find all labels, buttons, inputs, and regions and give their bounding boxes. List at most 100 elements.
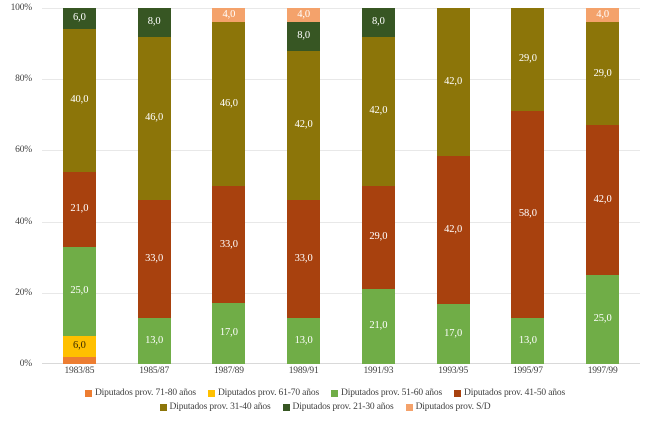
- legend-swatch-icon: [331, 389, 338, 397]
- bar-value-label: 4,0: [222, 8, 236, 20]
- bar-segment[interactable]: 8,0: [137, 8, 171, 37]
- bar-segment[interactable]: 33,0: [137, 200, 171, 318]
- y-axis-tick-label: 20%: [15, 287, 32, 298]
- bar-segment[interactable]: 58,0: [511, 111, 545, 318]
- bar-segment[interactable]: 40,0: [62, 29, 96, 172]
- bar-segment[interactable]: 46,0: [212, 22, 246, 187]
- bar-value-label: 29,0: [593, 67, 612, 79]
- y-axis-tick-label: 0%: [19, 359, 32, 369]
- bar-stack: 2,0 6,0 25,0 21,0 40,0 6,0: [62, 8, 96, 364]
- bar-value-label: 6,0: [72, 12, 86, 24]
- bar-column[interactable]: 17,0 42,0 42,0: [416, 7, 491, 364]
- legend-swatch-icon: [405, 403, 413, 411]
- bar-stack: 21,0 29,0 42,0 8,0: [361, 8, 395, 364]
- bar-value-label: 58,0: [518, 208, 537, 220]
- bar-segment[interactable]: 2,0: [62, 356, 96, 364]
- bar-segment[interactable]: 25,0: [62, 246, 96, 336]
- bar-value-label: 29,0: [518, 53, 537, 65]
- bar-segment[interactable]: 17,0: [436, 304, 470, 364]
- bar-value-label: 42,0: [593, 193, 612, 205]
- bar-segment[interactable]: 6,0: [62, 8, 96, 30]
- bar-segment[interactable]: 29,0: [586, 22, 620, 126]
- bar-segment[interactable]: 17,0: [212, 303, 246, 364]
- legend-item[interactable]: Diputados prov. 71-80 años: [84, 388, 196, 398]
- bar-value-label: 33,0: [145, 252, 164, 264]
- bar-value-label: 13,0: [145, 334, 164, 346]
- bar-segment[interactable]: 8,0: [361, 8, 395, 37]
- x-axis-tick-label: 1989/91: [288, 366, 319, 376]
- bar-value-label: 40,0: [70, 94, 89, 106]
- bar-value-label: 29,0: [369, 231, 388, 243]
- bar-segment[interactable]: 25,0: [586, 275, 620, 364]
- bar-segment[interactable]: 42,0: [586, 125, 620, 275]
- gridline: [42, 221, 640, 223]
- x-axis-tick-label: 1993/95: [438, 366, 468, 376]
- bar-segment[interactable]: 8,0: [287, 22, 321, 51]
- bar-segment[interactable]: 42,0: [287, 50, 321, 201]
- bar-segment[interactable]: 13,0: [287, 317, 321, 364]
- legend-swatch-icon: [207, 389, 215, 397]
- bar-value-label: 21,0: [369, 320, 388, 332]
- legend-label: Diputados prov. 41-50 años: [464, 388, 566, 398]
- bar-stack: 17,0 33,0 46,0 4,0: [212, 8, 246, 364]
- legend-item[interactable]: Diputados prov. S/D: [405, 402, 491, 412]
- bar-column[interactable]: 2,0 6,0 25,0 21,0 40,0 6,0: [42, 8, 117, 364]
- bar-segment[interactable]: 29,0: [511, 8, 545, 112]
- legend-item[interactable]: Diputados prov. 41-50 años: [454, 388, 565, 398]
- legend-swatch-icon: [454, 389, 462, 397]
- bar-value-label: 42,0: [444, 75, 463, 87]
- legend-item[interactable]: Diputados prov. 61-70 años: [207, 388, 319, 398]
- bar-segment[interactable]: 13,0: [137, 317, 171, 364]
- bar-value-label: 17,0: [444, 327, 463, 339]
- bar-segment[interactable]: 46,0: [137, 36, 171, 201]
- bar-value-label: 8,0: [371, 16, 385, 28]
- bar-column[interactable]: 25,0 42,0 29,0 4,0: [565, 8, 640, 364]
- bar-value-label: 17,0: [219, 327, 238, 339]
- bar-segment[interactable]: 29,0: [361, 186, 395, 290]
- bar-segment[interactable]: 42,0: [436, 7, 470, 157]
- bar-stack: 25,0 42,0 29,0 4,0: [586, 8, 620, 364]
- legend-item[interactable]: Diputados prov. 21-30 años: [282, 402, 394, 412]
- bar-stack: 13,0 33,0 46,0 8,0: [137, 8, 171, 364]
- bar-segment[interactable]: 42,0: [436, 156, 470, 305]
- bar-value-label: 46,0: [219, 97, 238, 109]
- bar-column[interactable]: 13,0 33,0 42,0 8,0 4,0: [266, 8, 341, 364]
- bar-column[interactable]: 13,0 58,0 29,0: [491, 8, 566, 364]
- x-axis-tick-label: 1991/93: [363, 366, 394, 376]
- gridline: [42, 8, 640, 9]
- bar-segment[interactable]: 4,0: [586, 8, 620, 23]
- legend-label: Diputados prov. S/D: [415, 402, 491, 412]
- bar-value-label: 46,0: [145, 112, 164, 124]
- bar-column[interactable]: 21,0 29,0 42,0 8,0: [341, 8, 416, 364]
- bar-segment[interactable]: 21,0: [62, 171, 96, 247]
- legend-swatch-icon: [84, 389, 92, 397]
- y-axis: 0% 20% 40% 60% 80% 100%: [0, 3, 36, 369]
- bar-segment[interactable]: 21,0: [361, 289, 395, 364]
- bar-segment[interactable]: 13,0: [511, 317, 545, 364]
- bar-segment[interactable]: 4,0: [287, 8, 321, 23]
- gridline: [42, 79, 640, 81]
- bar-value-label: 42,0: [369, 105, 388, 116]
- bar-segment[interactable]: 33,0: [287, 200, 321, 318]
- y-axis-tick-label: 60%: [15, 145, 32, 156]
- bar-value-label: 8,0: [147, 16, 161, 28]
- legend-label: Diputados prov. 51-60 años: [341, 388, 443, 398]
- bar-column[interactable]: 13,0 33,0 46,0 8,0: [117, 8, 192, 364]
- gridline: [42, 292, 640, 294]
- gridlines: [42, 8, 640, 364]
- legend-label: Diputados prov. 31-40 años: [169, 402, 271, 412]
- bar-segment[interactable]: 42,0: [361, 36, 395, 187]
- gridline: [42, 150, 640, 152]
- x-axis-tick-label: 1983/85: [64, 366, 95, 376]
- bar-segment[interactable]: 4,0: [212, 8, 246, 23]
- plot-area: 2,0 6,0 25,0 21,0 40,0 6,0 13,0 33,0 46,0 8,0 17,0…: [42, 7, 640, 364]
- legend-item[interactable]: Diputados prov. 51-60 años: [331, 388, 442, 398]
- bar-column[interactable]: 17,0 33,0 46,0 4,0: [192, 8, 267, 364]
- legend-item[interactable]: Diputados prov. 31-40 años: [159, 402, 271, 412]
- y-axis-tick-label: 80%: [15, 74, 32, 85]
- bar-segment[interactable]: 6,0: [62, 335, 96, 357]
- bar-segment[interactable]: 33,0: [212, 186, 246, 304]
- legend-label: Diputados prov. 71-80 años: [94, 388, 196, 398]
- bar-value-label: 21,0: [70, 202, 89, 214]
- bar-stack: 17,0 42,0 42,0: [436, 7, 470, 364]
